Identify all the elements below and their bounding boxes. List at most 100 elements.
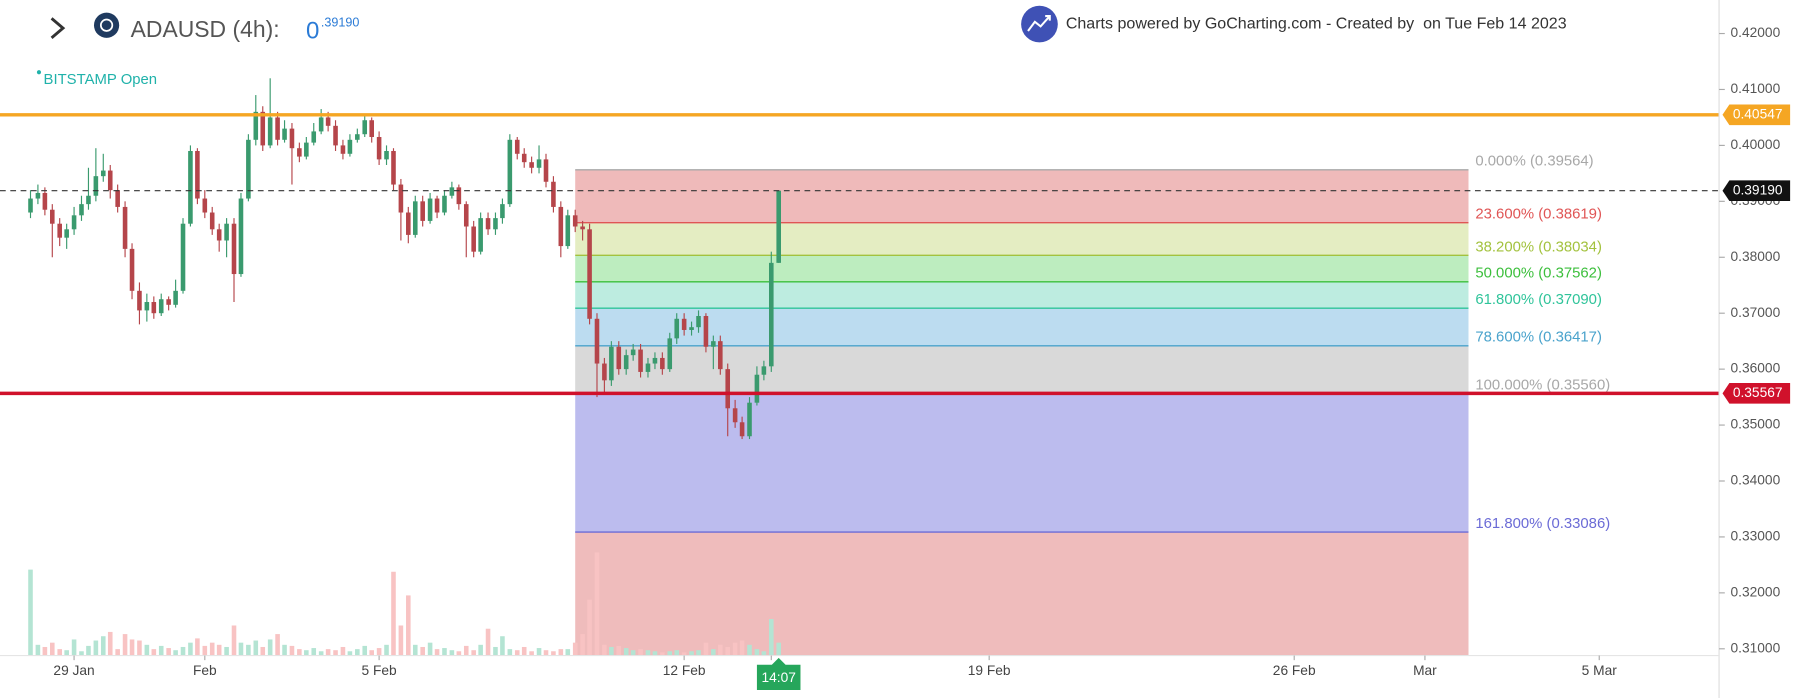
candle-body xyxy=(79,204,84,216)
last-price-tag xyxy=(1722,180,1791,202)
candle-body xyxy=(761,366,767,375)
volume-bar xyxy=(42,646,48,656)
brand-icon xyxy=(1021,5,1058,43)
volume-bar xyxy=(209,642,215,656)
fib-zone xyxy=(575,255,1469,282)
price-tag xyxy=(1722,383,1791,404)
volume-bar xyxy=(267,639,273,656)
volume-bar xyxy=(355,649,360,656)
candle-body xyxy=(238,198,244,275)
volume-bar xyxy=(674,650,680,656)
candle-body xyxy=(776,190,781,263)
volume-bar xyxy=(747,644,752,656)
candle-body xyxy=(49,209,55,224)
candle-body xyxy=(456,187,462,205)
candle-body xyxy=(747,402,752,437)
volume-bar xyxy=(478,644,483,656)
candle-body xyxy=(325,117,331,126)
volume-bar xyxy=(384,644,389,656)
candle-body xyxy=(180,223,186,291)
candle-body xyxy=(507,139,513,205)
volume-bar xyxy=(551,651,556,656)
x-tick-label: 26 Feb xyxy=(1273,663,1316,678)
y-tick-label: 0.33000 xyxy=(1731,529,1781,544)
collapse-icon[interactable] xyxy=(50,17,66,39)
volume-bar xyxy=(107,631,113,656)
candle-body xyxy=(318,117,324,132)
fib-zone xyxy=(575,393,1469,533)
exchange-dot xyxy=(36,70,42,75)
price-tag xyxy=(1722,104,1791,126)
volume-bar xyxy=(616,645,622,656)
volume-bar xyxy=(609,646,614,656)
candle-body xyxy=(137,290,142,311)
volume-bar xyxy=(49,642,55,656)
candle-body xyxy=(442,195,447,213)
volume-bar xyxy=(180,646,186,656)
candle-body xyxy=(514,139,520,154)
candle-body xyxy=(304,142,309,157)
volume-bar xyxy=(64,650,69,656)
fib-label: 61.800% (0.37090) xyxy=(1475,292,1602,308)
y-tick-label: 0.32000 xyxy=(1731,584,1781,599)
candle-body xyxy=(144,302,150,311)
volume-bar xyxy=(35,644,41,656)
fib-zone xyxy=(575,308,1469,346)
fib-label: 78.600% (0.36417) xyxy=(1475,330,1602,346)
volume-bar xyxy=(297,649,302,656)
volume-bar xyxy=(362,645,368,656)
candle-body xyxy=(493,218,498,230)
candle-body xyxy=(769,262,774,367)
volume-bar xyxy=(86,645,91,656)
candle-body xyxy=(129,248,135,291)
time-tag xyxy=(756,657,801,690)
fib-zone xyxy=(575,169,1469,223)
volume-bar xyxy=(188,642,193,656)
candle-body xyxy=(35,192,41,199)
candle-body xyxy=(275,117,280,140)
candle-body xyxy=(122,206,128,249)
candle-body xyxy=(195,150,200,199)
candle-body xyxy=(587,229,592,319)
candle-body xyxy=(623,355,629,370)
candle-body xyxy=(718,341,723,370)
fib-zone xyxy=(575,281,1469,309)
volume-bar xyxy=(587,599,592,656)
volume-bar xyxy=(420,646,425,656)
volume-bar xyxy=(434,649,440,656)
volume-bar xyxy=(529,651,534,656)
volume-bar xyxy=(71,639,77,656)
volume-bar xyxy=(463,645,469,656)
candle-body xyxy=(282,128,287,140)
candle-body xyxy=(224,223,229,241)
volume-bar xyxy=(275,634,280,656)
candle-body xyxy=(594,318,600,364)
volume-bar xyxy=(754,649,760,656)
candle-body xyxy=(667,338,673,370)
candle-body xyxy=(536,159,542,168)
candle-body xyxy=(369,120,374,138)
volume-bar xyxy=(776,642,781,656)
x-tick-label: Mar xyxy=(1413,663,1437,678)
fib-label: 50.000% (0.37562) xyxy=(1475,266,1602,282)
price-int: 0 xyxy=(306,17,319,44)
volume-bar xyxy=(456,651,462,656)
candle-body xyxy=(28,198,33,213)
candles xyxy=(28,78,781,440)
volume-bar xyxy=(718,644,723,656)
candle-body xyxy=(681,318,687,330)
candle-body xyxy=(696,315,701,328)
fib-zones xyxy=(575,169,1469,656)
volume-bar xyxy=(703,642,709,656)
volume-bar xyxy=(347,651,353,656)
candle-body xyxy=(246,139,251,199)
candle-body xyxy=(725,369,731,409)
volume-bar xyxy=(224,646,229,656)
volume-bar xyxy=(216,644,222,656)
candle-body xyxy=(565,215,571,247)
candle-body xyxy=(485,218,491,230)
volume-bar xyxy=(630,650,636,656)
candle-body xyxy=(398,184,404,213)
volume-bar xyxy=(732,642,738,656)
